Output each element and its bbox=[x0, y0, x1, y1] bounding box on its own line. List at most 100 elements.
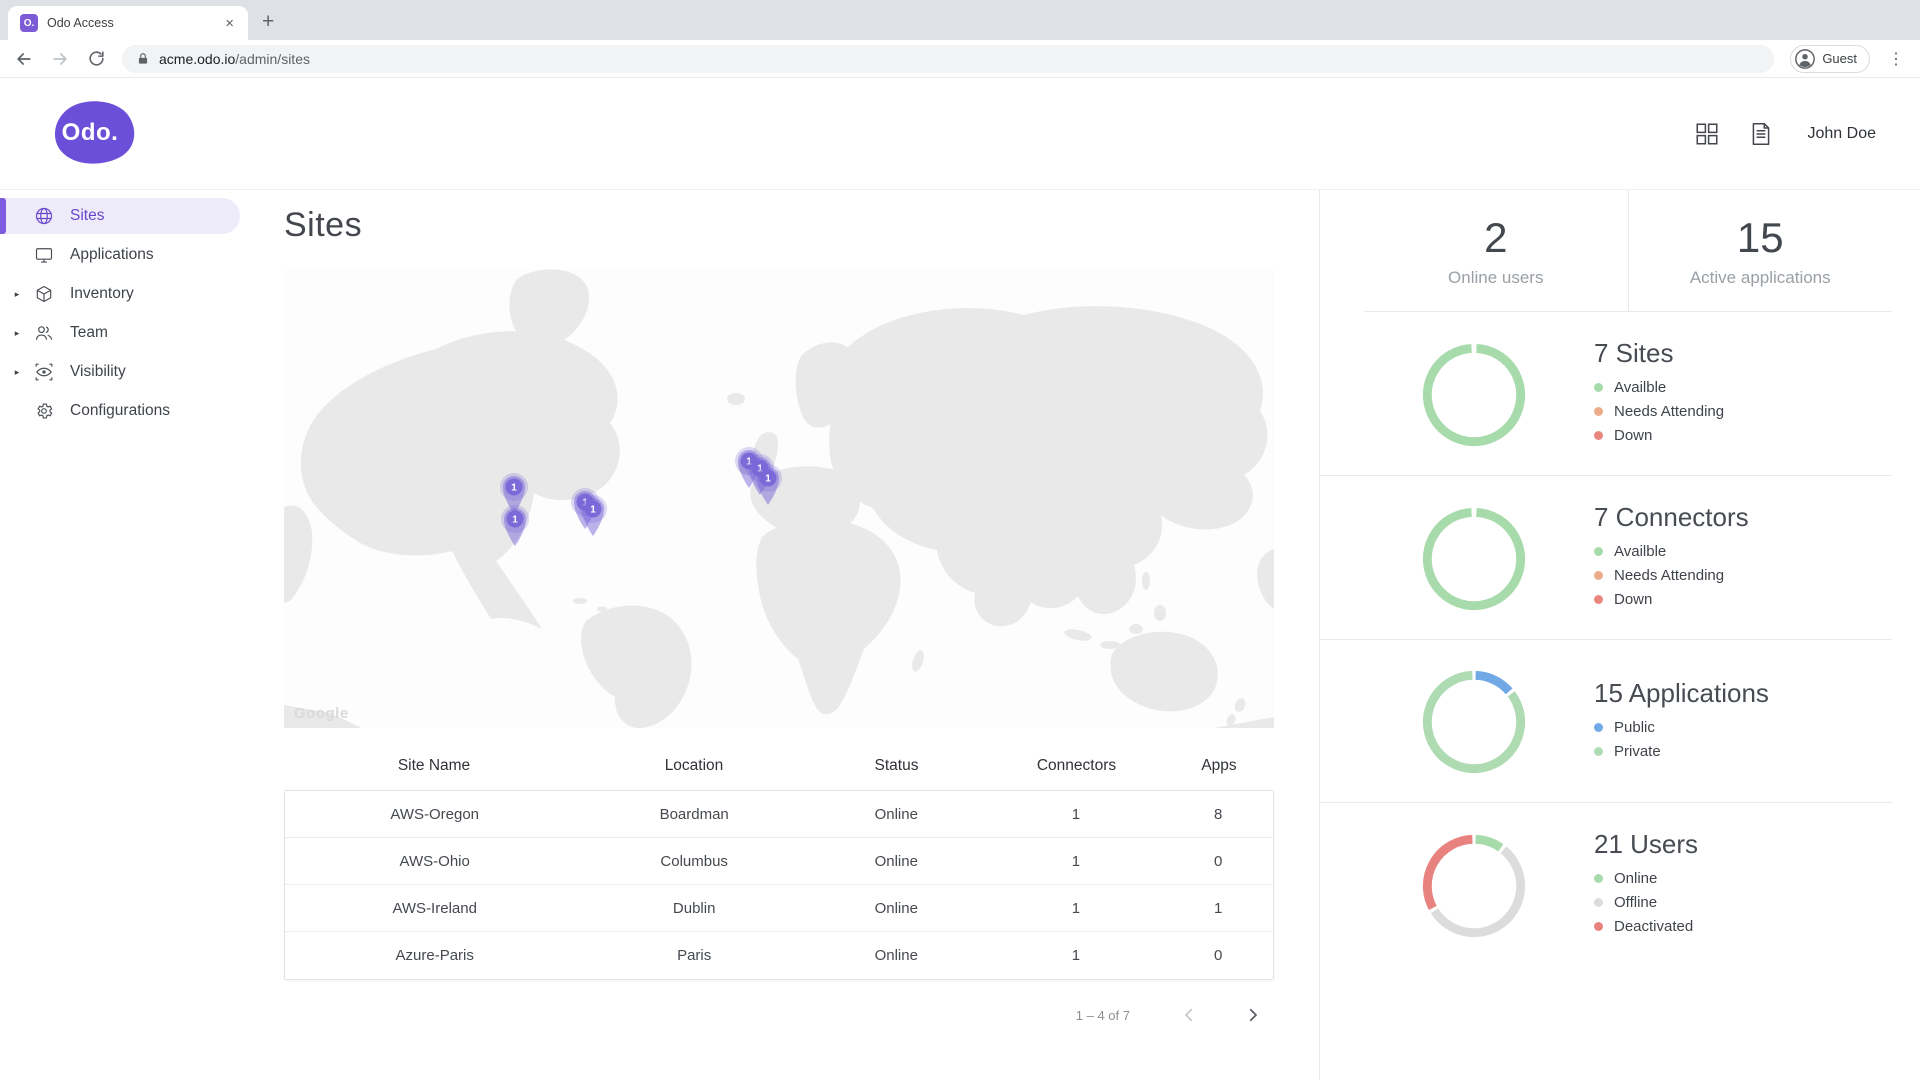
chart-legend: Public Private bbox=[1594, 719, 1769, 760]
map-pin[interactable]: 1 bbox=[496, 471, 532, 517]
chart-card: 7 Sites Availble Needs Attending Down bbox=[1320, 312, 1892, 476]
google-watermark: Google bbox=[294, 705, 349, 722]
map-pin[interactable]: 1 bbox=[497, 503, 533, 549]
guest-profile-button[interactable]: Guest bbox=[1790, 44, 1870, 73]
eye-icon bbox=[34, 362, 54, 382]
odo-logo[interactable]: Odo. bbox=[40, 99, 140, 169]
favicon-icon: O. bbox=[20, 14, 38, 32]
previous-page-icon[interactable] bbox=[1180, 1006, 1198, 1024]
cube-icon bbox=[34, 284, 54, 304]
tab-title: Odo Access bbox=[47, 16, 114, 30]
map-continents bbox=[284, 269, 1274, 728]
back-icon[interactable] bbox=[14, 49, 34, 69]
svg-text:1: 1 bbox=[746, 457, 752, 468]
legend-item: Online bbox=[1594, 870, 1698, 887]
apps-grid-icon[interactable] bbox=[1694, 121, 1720, 147]
sidebar: Sites Applications ▸ Inventory ▸ Team ▸ … bbox=[0, 190, 240, 1080]
legend-label: Private bbox=[1614, 742, 1661, 760]
online-users-stat: 2 Online users bbox=[1364, 190, 1628, 311]
table-cell: 8 bbox=[1213, 805, 1223, 823]
next-page-icon[interactable] bbox=[1244, 1006, 1262, 1024]
main-content: Sites bbox=[240, 190, 1319, 1080]
map-pin[interactable]: 1 bbox=[750, 462, 786, 508]
avatar-icon bbox=[1795, 48, 1816, 69]
donut-chart bbox=[1422, 343, 1526, 446]
sidebar-item-sites[interactable]: Sites bbox=[0, 198, 240, 234]
legend-label: Offline bbox=[1614, 894, 1658, 911]
pagination: 1 – 4 of 7 bbox=[284, 1006, 1274, 1024]
legend-item: Availble bbox=[1594, 379, 1724, 396]
forward-icon[interactable] bbox=[50, 49, 70, 69]
legend-item: Private bbox=[1594, 743, 1769, 760]
active-applications-value: 15 bbox=[1736, 213, 1784, 261]
sidebar-item-visibility[interactable]: ▸ Visibility bbox=[0, 354, 240, 390]
chart-legend: Online Offline Deactivated bbox=[1594, 870, 1698, 935]
chart-title: 7 Connectors bbox=[1594, 502, 1749, 532]
sidebar-item-label: Team bbox=[70, 324, 108, 341]
donut-chart bbox=[1422, 670, 1526, 774]
chart-card: 15 Applications Public Private bbox=[1320, 640, 1892, 803]
browser-tab[interactable]: O. Odo Access × bbox=[8, 6, 248, 40]
chevron-right-icon[interactable]: ▸ bbox=[14, 327, 20, 338]
legend-dot bbox=[1594, 431, 1603, 440]
table-row[interactable]: AWS-Ireland Dublin Online 1 1 bbox=[285, 885, 1273, 932]
url-bar[interactable]: acme.odo.io/admin/sites bbox=[122, 44, 1775, 73]
browser-menu-icon[interactable]: ⋮ bbox=[1888, 50, 1904, 68]
app-header: Odo. John Doe bbox=[0, 78, 1920, 190]
donut-chart bbox=[1422, 834, 1526, 937]
chevron-right-icon[interactable]: ▸ bbox=[14, 366, 20, 377]
legend-label: Needs Attending bbox=[1614, 403, 1725, 420]
gear-icon bbox=[34, 401, 54, 421]
reload-icon[interactable] bbox=[86, 49, 106, 69]
svg-text:1: 1 bbox=[765, 474, 771, 485]
lock-icon bbox=[138, 52, 148, 64]
legend-dot bbox=[1594, 922, 1603, 931]
world-map[interactable]: Google 1 1 1 bbox=[284, 269, 1274, 728]
table-row[interactable]: AWS-Oregon Boardman Online 1 8 bbox=[285, 791, 1273, 838]
legend-item: Public bbox=[1594, 719, 1769, 736]
legend-label: Availble bbox=[1614, 543, 1667, 560]
legend-item: Needs Attending bbox=[1594, 403, 1724, 420]
legend-dot bbox=[1594, 407, 1603, 416]
table-header-row: Site Name Location Status Connectors Apps bbox=[284, 742, 1274, 790]
sidebar-item-configurations[interactable]: Configurations bbox=[0, 393, 240, 429]
table-row[interactable]: Azure-Paris Paris Online 1 0 bbox=[285, 932, 1273, 979]
column-header: Location bbox=[664, 757, 724, 774]
chart-card: 7 Connectors Availble Needs Attending Down bbox=[1320, 476, 1892, 640]
table-cell: 0 bbox=[1213, 852, 1223, 870]
table-row[interactable]: AWS-Ohio Columbus Online 1 0 bbox=[285, 838, 1273, 885]
svg-text:1: 1 bbox=[512, 515, 518, 526]
table-cell: 1 bbox=[1071, 947, 1081, 964]
legend-label: Needs Attending bbox=[1614, 567, 1725, 584]
sidebar-item-applications[interactable]: Applications bbox=[0, 237, 240, 273]
legend-item: Down bbox=[1594, 427, 1724, 444]
sidebar-item-label: Visibility bbox=[70, 363, 126, 380]
stats-panel: 2 Online users 15 Active applications 7 … bbox=[1319, 190, 1920, 1080]
guest-label: Guest bbox=[1822, 51, 1857, 66]
chevron-right-icon[interactable]: ▸ bbox=[14, 288, 20, 299]
document-icon[interactable] bbox=[1748, 121, 1774, 147]
active-applications-label: Active applications bbox=[1689, 267, 1831, 287]
legend-dot bbox=[1594, 898, 1603, 907]
sidebar-item-inventory[interactable]: ▸ Inventory bbox=[0, 276, 240, 312]
table-cell: 1 bbox=[1071, 899, 1081, 917]
column-header: Status bbox=[874, 757, 919, 774]
table-cell: Online bbox=[874, 852, 918, 870]
legend-item: Deactivated bbox=[1594, 918, 1698, 935]
header-actions: John Doe bbox=[1694, 121, 1877, 147]
tab-close-icon[interactable]: × bbox=[225, 14, 234, 32]
pagination-range: 1 – 4 of 7 bbox=[1075, 1007, 1130, 1023]
legend-label: Public bbox=[1614, 718, 1655, 736]
url-path: /admin/sites bbox=[235, 50, 310, 67]
map-pin[interactable]: 1 bbox=[575, 493, 611, 539]
new-tab-button[interactable]: + bbox=[262, 10, 275, 33]
page-title: Sites bbox=[284, 206, 363, 244]
table-cell: Azure-Paris bbox=[395, 947, 474, 964]
top-stats: 2 Online users 15 Active applications bbox=[1364, 190, 1892, 312]
chart-title: 15 Applications bbox=[1594, 677, 1769, 708]
user-name[interactable]: John Doe bbox=[1807, 124, 1877, 142]
legend-dot bbox=[1594, 722, 1603, 732]
table-cell: Online bbox=[874, 947, 918, 964]
table-cell: Online bbox=[874, 805, 918, 823]
sidebar-item-team[interactable]: ▸ Team bbox=[0, 315, 240, 351]
